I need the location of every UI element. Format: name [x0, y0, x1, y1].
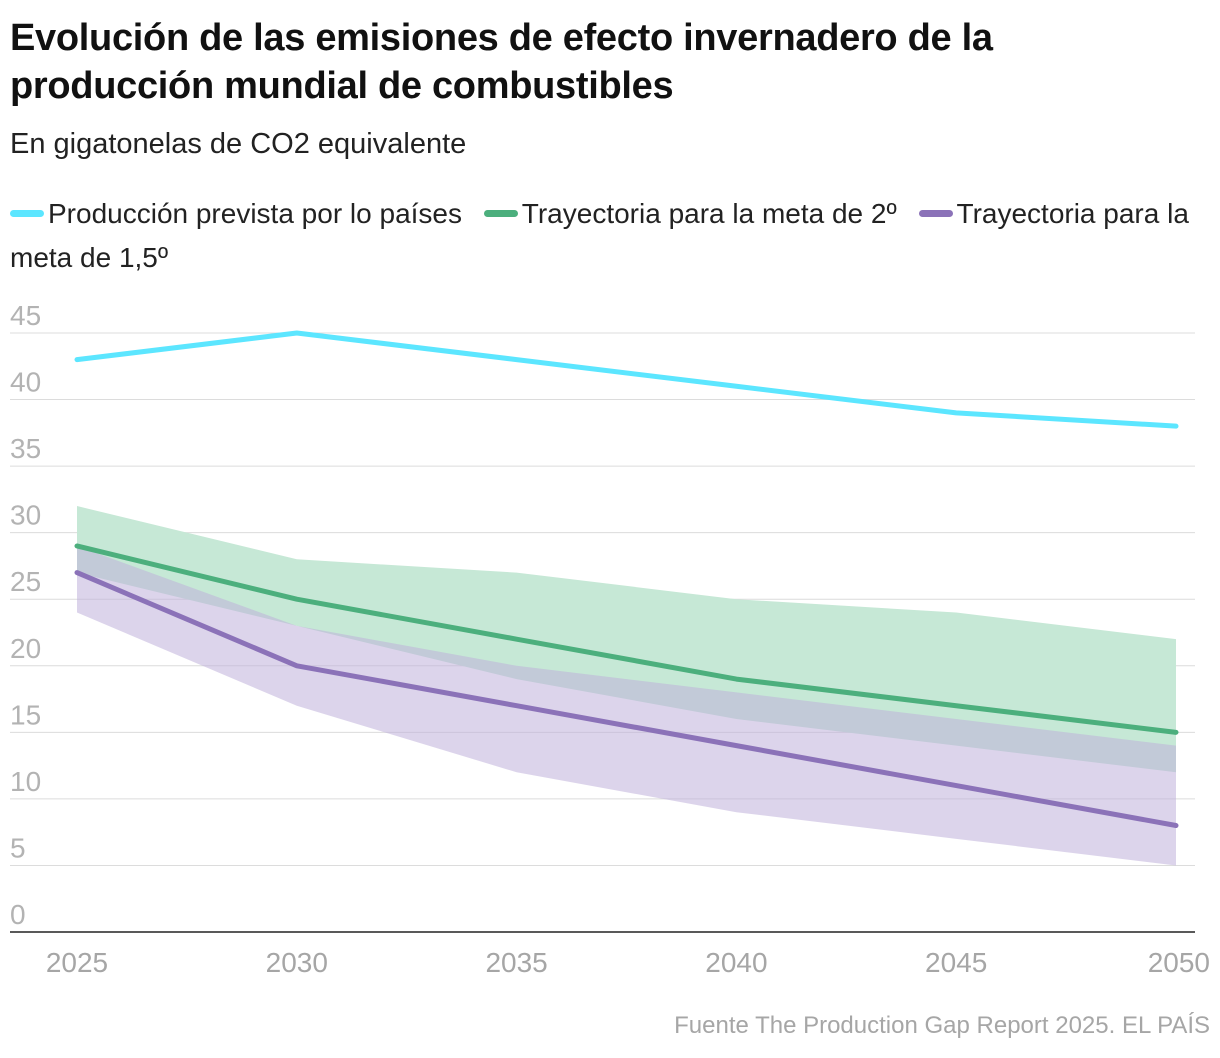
- x-tick-label-2035: 2035: [485, 947, 547, 978]
- legend-swatch-production: [10, 210, 44, 218]
- legend-item-production: Producción prevista por lo países: [10, 198, 462, 229]
- band-series-2: [77, 545, 1176, 866]
- x-tick-label-2030: 2030: [266, 947, 328, 978]
- x-tick-label-2050: 2050: [1148, 947, 1210, 978]
- y-tick-label-10: 10: [10, 766, 41, 797]
- y-tick-label-5: 5: [10, 832, 26, 863]
- x-tick-label-2040: 2040: [705, 947, 767, 978]
- y-tick-label-45: 45: [10, 300, 41, 331]
- legend-swatch-2deg: [483, 210, 518, 218]
- x-tick-label-2025: 2025: [46, 947, 108, 978]
- band-series-1: [77, 506, 1176, 773]
- y-tick-label-30: 30: [10, 500, 41, 531]
- legend-item-2deg: Trayectoria para la meta de 2º: [483, 198, 897, 229]
- y-tick-label-35: 35: [10, 433, 41, 464]
- chart-title: Evolución de las emisiones de efecto inv…: [10, 17, 993, 107]
- y-tick-label-25: 25: [10, 566, 41, 597]
- legend-item-1-5deg: Trayectoria para la meta de 1,5º: [10, 198, 1189, 273]
- y-tick-label-0: 0: [10, 899, 26, 930]
- y-tick-label-40: 40: [10, 367, 41, 398]
- y-tick-label-15: 15: [10, 699, 41, 730]
- y-tick-label-20: 20: [10, 633, 41, 664]
- chart-subtitle: En gigatonelas de CO2 equivalente: [10, 128, 467, 160]
- legend-label-1-5deg: Trayectoria para la meta de 1,5º: [10, 198, 1189, 273]
- legend-swatch-1-5deg: [918, 210, 953, 218]
- x-tick-label-2045: 2045: [925, 947, 987, 978]
- series-line-2: [74, 570, 1179, 829]
- legend-label-2deg: Trayectoria para la meta de 2º: [521, 198, 897, 229]
- source-note: Fuente The Production Gap Report 2025. E…: [674, 1012, 1210, 1039]
- series-line-0: [74, 330, 1179, 429]
- legend-label-production: Producción prevista por lo países: [48, 198, 462, 229]
- legend: Producción prevista por lo países Trayec…: [10, 192, 1210, 280]
- series-line-1: [74, 543, 1179, 735]
